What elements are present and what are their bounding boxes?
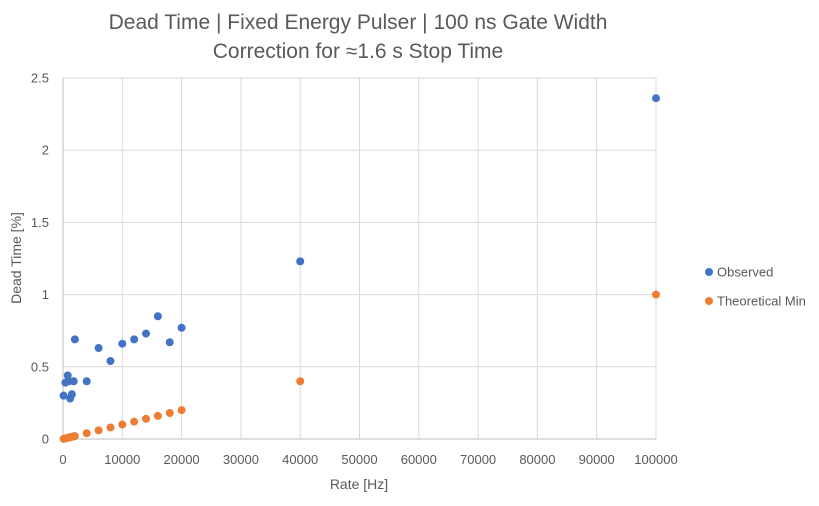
y-axis-label: Dead Time [%] — [8, 212, 24, 304]
data-point-theoretical-min — [165, 409, 174, 418]
legend-marker-theoretical-min — [705, 297, 713, 305]
data-point-theoretical-min — [130, 417, 139, 426]
tick-labels: 0 10000 20000 30000 40000 50000 60000 70000 8000… — [31, 71, 678, 468]
data-point-observed — [177, 323, 186, 332]
x-tick-label: 30000 — [223, 452, 259, 467]
y-tick-label: 0 — [42, 432, 49, 447]
y-tick-label: 2.5 — [31, 71, 49, 86]
data-point-observed — [142, 329, 151, 338]
x-axis-label: Rate [Hz] — [330, 476, 388, 492]
legend: Observed Theoretical Min — [705, 265, 806, 309]
x-tick-label: 50000 — [341, 452, 377, 467]
data-point-theoretical-min — [70, 432, 79, 441]
x-tick-label: 60000 — [401, 452, 437, 467]
x-tick-label: 20000 — [164, 452, 200, 467]
data-point-observed — [153, 312, 162, 321]
x-tick-label: 80000 — [519, 452, 555, 467]
data-point-theoretical-min — [177, 406, 186, 415]
gridlines — [63, 77, 657, 439]
data-points — [59, 94, 660, 443]
x-tick-label: 40000 — [282, 452, 318, 467]
chart-title-line-1: Dead Time | Fixed Energy Pulser | 100 ns… — [109, 11, 608, 34]
data-point-observed — [106, 357, 115, 366]
data-point-observed — [59, 391, 68, 400]
chart-title-line-2: Correction for ≈1.6 s Stop Time — [213, 40, 503, 63]
x-tick-label: 90000 — [579, 452, 615, 467]
axes — [62, 78, 656, 440]
data-point-observed — [652, 94, 660, 103]
data-point-theoretical-min — [652, 290, 660, 299]
y-tick-label: 1 — [42, 287, 49, 302]
data-point-theoretical-min — [296, 377, 305, 386]
data-point-theoretical-min — [142, 414, 151, 423]
data-point-observed — [296, 257, 305, 266]
y-tick-label: 2 — [42, 143, 49, 158]
data-point-observed — [82, 377, 91, 386]
data-point-theoretical-min — [106, 423, 115, 432]
data-point-observed — [67, 390, 76, 399]
x-tick-label: 0 — [59, 452, 66, 467]
x-tick-label: 100000 — [634, 452, 677, 467]
data-point-observed — [69, 377, 78, 386]
legend-label-observed: Observed — [717, 265, 773, 280]
data-point-observed — [118, 339, 127, 348]
data-point-theoretical-min — [82, 429, 91, 438]
data-point-observed — [130, 335, 139, 344]
legend-label-theoretical-min: Theoretical Min — [717, 294, 806, 309]
data-point-observed — [70, 335, 79, 344]
data-point-theoretical-min — [118, 420, 127, 429]
data-point-theoretical-min — [153, 411, 162, 420]
y-tick-label: 1.5 — [31, 215, 49, 230]
x-tick-label: 70000 — [460, 452, 496, 467]
data-point-theoretical-min — [94, 426, 103, 435]
x-tick-label: 10000 — [104, 452, 140, 467]
legend-marker-observed — [705, 268, 713, 276]
data-point-observed — [94, 344, 103, 353]
y-tick-label: 0.5 — [31, 359, 49, 374]
data-point-observed — [165, 338, 174, 347]
